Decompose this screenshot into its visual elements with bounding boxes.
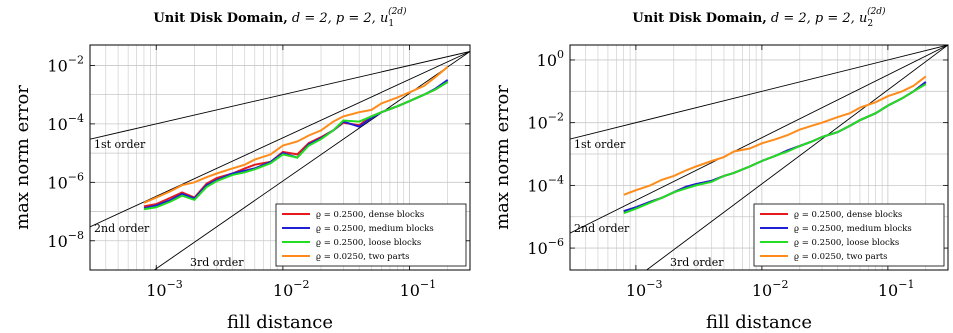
x-tick-exponent: −3 — [167, 278, 183, 291]
x-tick-label: 10−2 — [752, 278, 789, 300]
reference-line-label: 3rd order — [670, 256, 724, 269]
chart-title-superscript: (2d) — [388, 6, 407, 17]
chart-title: Unit Disk Domain, d = 2, p = 2, u1 (2d) — [153, 6, 407, 29]
x-tick-mantissa: 10 — [400, 281, 420, 300]
reference-line — [570, 45, 948, 234]
x-axis-label: fill distance — [706, 312, 812, 333]
y-tick-mantissa: 10 — [527, 176, 547, 195]
reference-line-label: 1st order — [574, 138, 626, 151]
legend-entry: ϱ = 0.0250, two parts — [794, 252, 888, 262]
series-line — [143, 79, 449, 210]
legend-entry: ϱ = 0.2500, dense blocks — [794, 210, 902, 220]
x-tick-exponent: −1 — [420, 278, 436, 291]
y-axis-label: max norm error — [12, 85, 33, 230]
legend-entry: ϱ = 0.2500, dense blocks — [316, 210, 424, 220]
x-tick-label: 10−1 — [400, 278, 437, 300]
reference-line-label: 1st order — [94, 138, 146, 151]
y-tick-exponent: −6 — [68, 170, 84, 183]
reference-line — [570, 45, 948, 140]
reference-line — [90, 51, 470, 140]
x-tick-label: 10−3 — [146, 278, 183, 300]
chart-title: Unit Disk Domain, d = 2, p = 2, u2 (2d) — [632, 6, 886, 29]
x-tick-mantissa: 10 — [626, 281, 646, 300]
x-tick-exponent: −2 — [772, 278, 788, 291]
x-tick-mantissa: 10 — [878, 281, 898, 300]
y-tick-mantissa: 10 — [537, 51, 557, 70]
series-line — [143, 66, 449, 204]
series-line — [623, 82, 927, 213]
y-axis-label: max norm error — [492, 85, 513, 230]
y-tick-mantissa: 10 — [527, 114, 547, 133]
y-tick-mantissa: 10 — [47, 173, 67, 192]
y-tick-label: 10−2 — [47, 53, 84, 75]
reference-line-label: 2nd order — [574, 222, 630, 235]
chart-title-subscript: 1 — [388, 19, 394, 29]
y-tick-label: 10−8 — [47, 229, 84, 251]
chart-title-bold: Unit Disk Domain, — [632, 11, 766, 26]
legend-entry: ϱ = 0.2500, medium blocks — [316, 224, 434, 234]
chart-title-subscript: 2 — [867, 19, 873, 29]
chart-title-math: d = 2, p = 2, u — [288, 11, 389, 26]
y-tick-exponent: −2 — [68, 53, 84, 66]
legend-entry: ϱ = 0.2500, medium blocks — [794, 224, 912, 234]
x-tick-exponent: −1 — [898, 278, 914, 291]
y-tick-mantissa: 10 — [47, 232, 67, 251]
x-tick-exponent: −2 — [293, 278, 309, 291]
reference-line-label: 2nd order — [94, 222, 150, 235]
legend-entry: ϱ = 0.0250, two parts — [316, 252, 410, 262]
y-tick-mantissa: 10 — [47, 56, 67, 75]
x-tick-label: 10−3 — [626, 278, 663, 300]
chart-title-superscript: (2d) — [867, 6, 886, 17]
y-tick-label: 10−2 — [527, 111, 564, 133]
legend-entry: ϱ = 0.2500, loose blocks — [316, 238, 421, 248]
legend-entry: ϱ = 0.2500, loose blocks — [794, 238, 899, 248]
y-tick-exponent: −4 — [548, 173, 564, 186]
y-tick-exponent: −6 — [548, 236, 564, 249]
chart-title-bold: Unit Disk Domain, — [153, 11, 287, 26]
legend: ϱ = 0.2500, dense blocks ϱ = 0.2500, medi… — [275, 203, 467, 267]
plot-frame — [569, 44, 949, 271]
reference-line — [645, 45, 948, 270]
x-tick-mantissa: 10 — [273, 281, 293, 300]
y-tick-exponent: −4 — [68, 112, 84, 125]
y-tick-exponent: 0 — [557, 48, 564, 61]
reference-lines — [570, 45, 948, 270]
x-tick-exponent: −3 — [646, 278, 662, 291]
y-tick-mantissa: 10 — [527, 239, 547, 258]
x-tick-label: 10−2 — [273, 278, 310, 300]
x-tick-label: 10−1 — [878, 278, 915, 300]
y-tick-mantissa: 10 — [47, 115, 67, 134]
x-tick-mantissa: 10 — [752, 281, 772, 300]
series-line — [143, 80, 449, 208]
reference-line-label: 3rd order — [190, 256, 244, 269]
plot-frame — [89, 44, 471, 271]
x-axis-label: fill distance — [227, 312, 333, 333]
y-tick-label: 10−6 — [47, 170, 84, 192]
legend: ϱ = 0.2500, dense blocks ϱ = 0.2500, medi… — [753, 203, 945, 267]
y-tick-exponent: −8 — [68, 229, 84, 242]
chart-title-math: d = 2, p = 2, u — [767, 11, 868, 26]
series-group — [623, 75, 927, 215]
series-line — [623, 81, 927, 213]
series-line — [143, 81, 449, 211]
x-tick-mantissa: 10 — [146, 281, 166, 300]
y-tick-label: 100 — [537, 48, 564, 70]
series-group — [143, 66, 449, 211]
series-line — [623, 75, 927, 196]
y-tick-exponent: −2 — [548, 111, 564, 124]
y-tick-label: 10−6 — [527, 236, 564, 258]
series-line — [623, 83, 927, 215]
reference-line — [90, 51, 470, 228]
y-tick-label: 10−4 — [527, 173, 564, 195]
y-tick-label: 10−4 — [47, 112, 84, 134]
